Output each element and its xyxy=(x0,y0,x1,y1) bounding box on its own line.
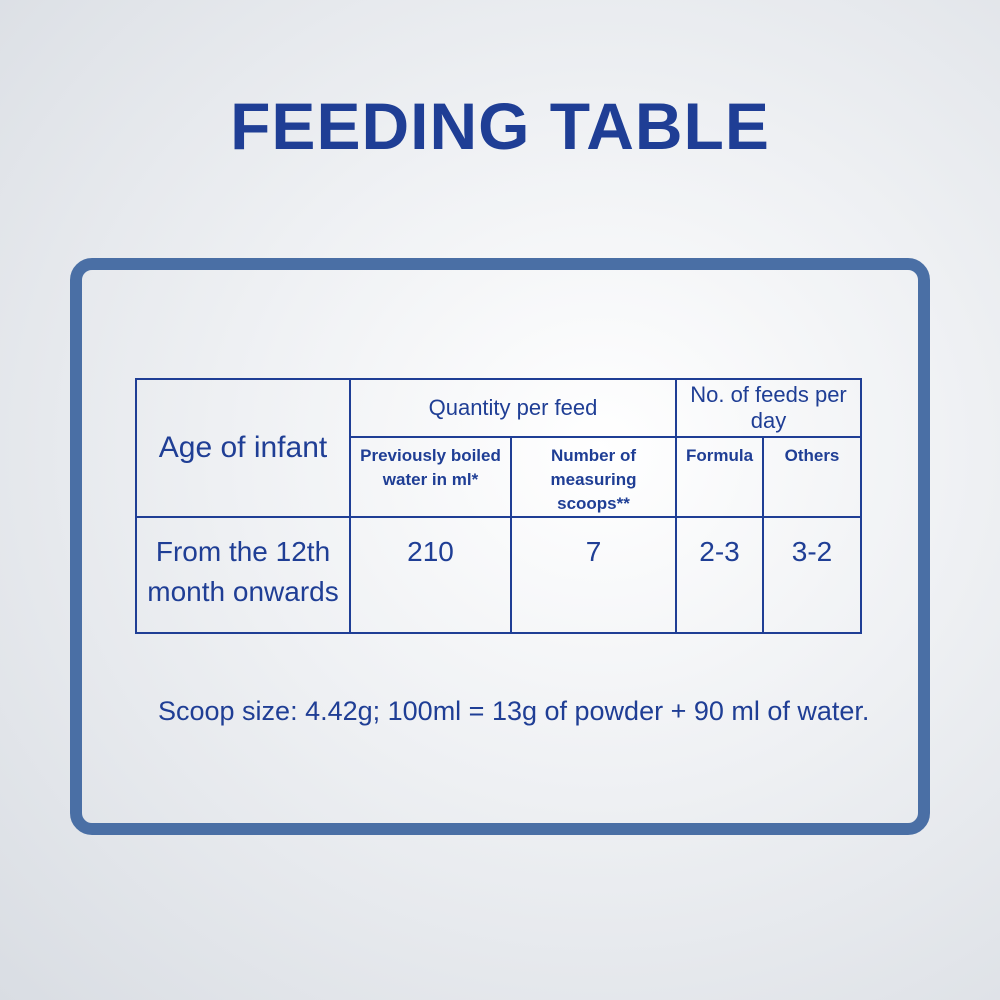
cell: 2-3 xyxy=(675,516,764,634)
cell: 3-2 xyxy=(762,516,862,634)
note: Scoop size: 4.42g; 100ml = 13g of powder… xyxy=(158,696,870,726)
cell: 210 xyxy=(349,516,512,634)
subheader-cell: Number of measuring scoops** xyxy=(510,436,677,518)
subheader-cell: Others xyxy=(762,436,862,518)
subheader-cell: Previously boiled water in ml* xyxy=(349,436,512,518)
header-cell: Quantity per feed xyxy=(349,378,677,438)
subheader-cell: Formula xyxy=(675,436,764,518)
cell: 7 xyxy=(510,516,677,634)
title: FEEDING TABLE xyxy=(230,89,770,163)
frame xyxy=(70,258,930,835)
header-cell: Age of infant xyxy=(135,378,351,518)
feeding-table: Age of infant Quantity per feed No. of f… xyxy=(135,378,862,634)
header-cell: No. of feeds per day xyxy=(675,378,862,438)
cell: From the 12th month onwards xyxy=(135,516,351,634)
